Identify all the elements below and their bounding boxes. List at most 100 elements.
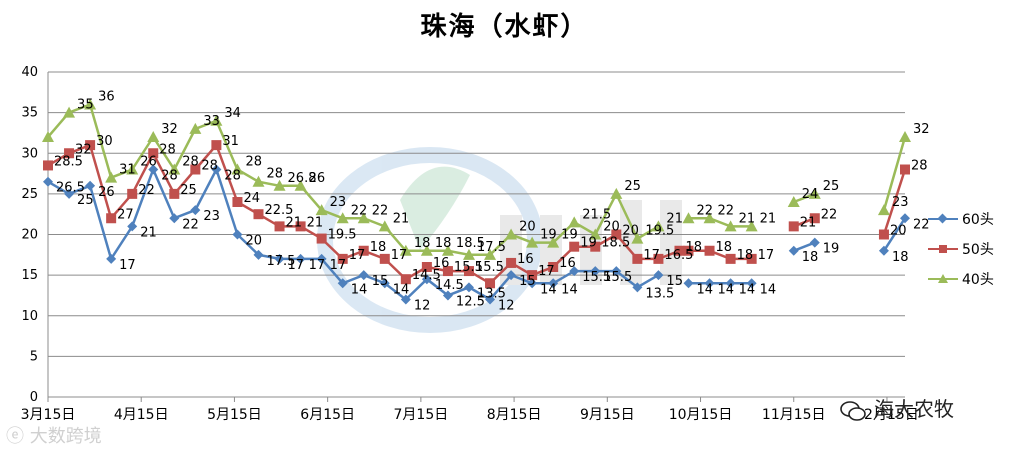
data-point [442, 266, 453, 277]
data-point [148, 148, 159, 159]
data-point [877, 204, 890, 216]
data-point [590, 241, 601, 252]
data-point [682, 212, 695, 224]
data-label: 30 [96, 134, 113, 149]
data-label: 14 [393, 282, 410, 297]
data-point [463, 282, 474, 293]
series-line-60头 [47, 166, 907, 302]
data-label: 22 [696, 203, 713, 218]
x-tick-label: 6月15日 [300, 407, 355, 423]
data-point [484, 248, 497, 260]
data-point [252, 175, 265, 187]
data-point [84, 98, 97, 110]
data-point [64, 148, 75, 159]
y-tick-label: 25 [21, 187, 38, 202]
x-tick-label: 12月15日 [855, 407, 919, 423]
data-point [378, 220, 391, 232]
data-label: 16 [433, 256, 450, 271]
data-point [168, 163, 181, 175]
data-point [590, 266, 601, 277]
data-label: 32 [161, 122, 178, 137]
data-point [210, 114, 223, 126]
data-point [147, 131, 160, 142]
data-point [878, 245, 889, 256]
data-point [746, 253, 757, 264]
data-point [568, 216, 581, 228]
data-point [610, 187, 623, 199]
data-label: 20 [622, 224, 639, 239]
data-point [315, 204, 328, 216]
legend-label: 40头 [962, 272, 994, 288]
data-label: 26 [309, 171, 326, 186]
data-label: 13.5 [645, 286, 674, 301]
data-point [788, 245, 799, 256]
data-label: 34 [224, 106, 241, 121]
data-label: 17 [391, 248, 408, 263]
data-point [42, 131, 54, 142]
data-point [569, 266, 580, 277]
data-label: 26 [98, 185, 115, 200]
data-label: 15.5 [603, 270, 632, 285]
data-label: 23 [330, 195, 347, 210]
data-label: 26.8 [288, 171, 317, 186]
data-point [190, 164, 201, 175]
data-label: 19 [561, 228, 578, 243]
data-point [231, 163, 244, 175]
data-label: 16 [517, 252, 534, 267]
data-label: 18 [414, 236, 431, 251]
triangle-marker-icon [928, 273, 958, 285]
data-label: 27 [117, 207, 134, 222]
data-point [211, 164, 222, 175]
data-point [420, 244, 433, 256]
data-point [85, 180, 96, 191]
data-point [169, 188, 180, 199]
data-point [232, 197, 243, 207]
data-label: 18.5 [456, 236, 485, 251]
data-label: 28.5 [54, 154, 83, 169]
data-label: 17.5 [477, 240, 506, 255]
x-tick-label: 9月15日 [580, 407, 635, 423]
data-point [632, 282, 643, 293]
data-label: 22 [138, 183, 155, 198]
data-point [400, 294, 411, 305]
data-point [548, 262, 559, 272]
data-point [127, 221, 138, 232]
data-point [441, 244, 454, 256]
data-label: 22 [351, 203, 368, 218]
data-label: 21 [140, 225, 157, 240]
data-label: 18 [370, 240, 387, 255]
data-point [358, 270, 369, 281]
data-label: 20 [890, 224, 907, 239]
data-point [274, 221, 285, 232]
wechat-icon [840, 400, 866, 421]
data-point [809, 237, 820, 248]
data-label: 22.5 [264, 203, 293, 218]
data-point [611, 266, 622, 277]
data-label: 17 [309, 258, 326, 273]
data-label: 12 [414, 299, 431, 314]
data-point [746, 278, 757, 289]
data-point [43, 176, 53, 187]
square-marker-icon [928, 243, 958, 255]
data-label: 14 [718, 282, 735, 297]
data-point [232, 229, 243, 240]
data-label: 20 [245, 234, 262, 249]
x-tick-label: 11月15日 [762, 407, 826, 423]
data-point [674, 245, 685, 256]
data-label: 21 [760, 211, 777, 226]
data-label: 12 [498, 299, 515, 314]
legend-item-40: 40头 [928, 264, 994, 294]
y-tick-label: 0 [30, 390, 38, 405]
watermark-text-left: ⓔ 大数跨境 [6, 422, 102, 448]
data-point [337, 278, 348, 289]
data-label: 21 [800, 215, 817, 230]
data-point [462, 248, 475, 260]
data-label: 28 [182, 155, 199, 170]
data-point [787, 196, 800, 207]
data-label: 28 [266, 167, 283, 182]
data-label: 16 [559, 256, 576, 271]
data-point [294, 179, 307, 191]
data-point [105, 171, 118, 183]
data-point [725, 253, 736, 264]
